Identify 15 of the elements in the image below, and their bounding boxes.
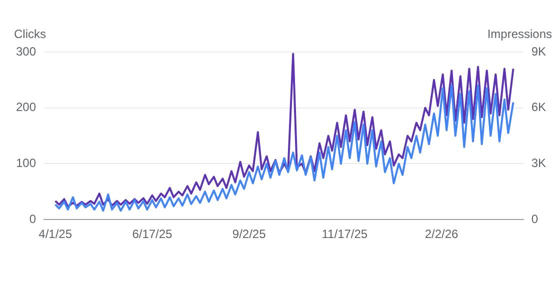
y2-tick-label: 6K <box>531 100 546 114</box>
y-tick-label: 200 <box>16 100 36 114</box>
x-tick-label: 2/2/26 <box>424 227 459 242</box>
x-tick-label: 9/2/25 <box>232 227 266 242</box>
y2-axis-title: Impressions <box>487 27 552 41</box>
x-tick-label: 4/1/25 <box>38 227 72 242</box>
y-tick-label: 300 <box>16 44 36 58</box>
y-tick-label: 0 <box>29 212 36 226</box>
y-tick-label: 100 <box>16 156 36 170</box>
y2-tick-label: 0 <box>531 212 538 226</box>
x-tick-label: 6/17/25 <box>132 227 173 242</box>
y2-tick-label: 3K <box>531 156 546 170</box>
x-tick-label: 11/17/25 <box>322 227 368 242</box>
y-axis-title: Clicks <box>14 27 46 41</box>
y2-tick-label: 9K <box>531 44 546 58</box>
